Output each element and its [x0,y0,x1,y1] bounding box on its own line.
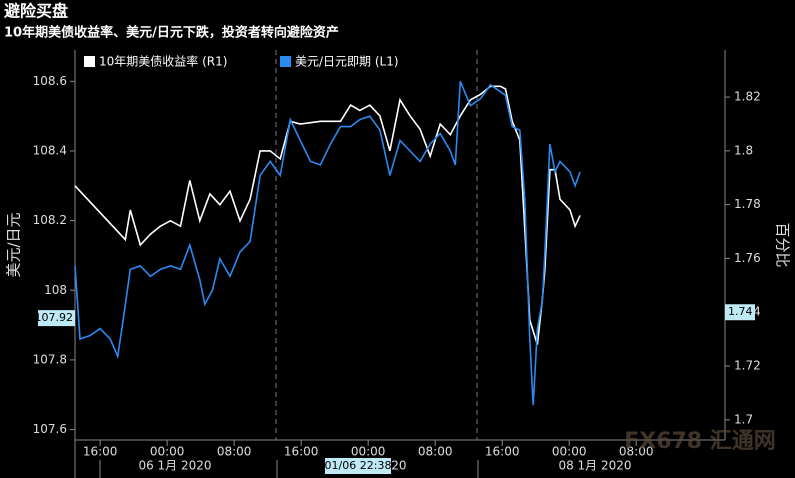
legend-label: 10年期美债收益率 (R1) [99,54,227,69]
y2-tick-label: 1.76 [734,251,761,265]
chart-subtitle: 10年期美债收益率、美元/日元下跌，投资者转向避险资产 [4,25,339,41]
date-label: 06 1月 2020 [138,459,211,473]
x-tick-label: 16:00 [284,445,319,459]
y2-tick-label: 1.8 [734,143,753,157]
y-tick-label: 108.6 [33,74,67,88]
legend-swatch [84,56,95,67]
y2-tick-label: 1.7 [734,412,753,426]
legend-label: 美元/日元即期 (L1) [295,55,399,69]
x-tick-label: 08:00 [217,445,252,459]
x-tick-label: 08:00 [619,445,654,459]
watermark: FX678 汇通网 [624,429,776,454]
x-tick-label: 00:00 [552,445,587,459]
last-value-box [725,304,755,321]
last-value-label: 107.92 [35,311,74,324]
y2-axis-label: 百分比 [774,222,792,267]
y2-tick-label: 1.82 [734,90,761,104]
cursor-box [325,458,391,474]
y2-tick-label: 1.72 [734,359,761,373]
date-label: 08 1月 2020 [558,459,631,473]
x-tick-label: 16:00 [83,445,118,459]
last-value-box [38,310,75,327]
y-tick-label: 107.6 [33,422,67,436]
y2-tick-label: 1.78 [734,197,761,211]
x-tick-label: 16:00 [485,445,520,459]
series-line [74,80,581,406]
x-tick-label: 00:00 [150,445,185,459]
series-line [74,85,581,345]
y-tick-label: 107.8 [33,352,67,366]
y-tick-label: 108.2 [33,213,67,227]
y-axis-label: 美元/日元 [5,212,23,277]
last-value-label: 1.74 [728,305,753,318]
x-tick-label: 00:00 [351,445,386,459]
cursor-label: 01/06 22:38 [325,459,392,472]
chart-title: 避险买盘 [4,2,68,21]
x-tick-label: 08:00 [418,445,453,459]
y-tick-label: 108.4 [33,143,67,157]
y-tick-label: 108 [44,283,67,297]
legend-swatch [280,56,291,67]
